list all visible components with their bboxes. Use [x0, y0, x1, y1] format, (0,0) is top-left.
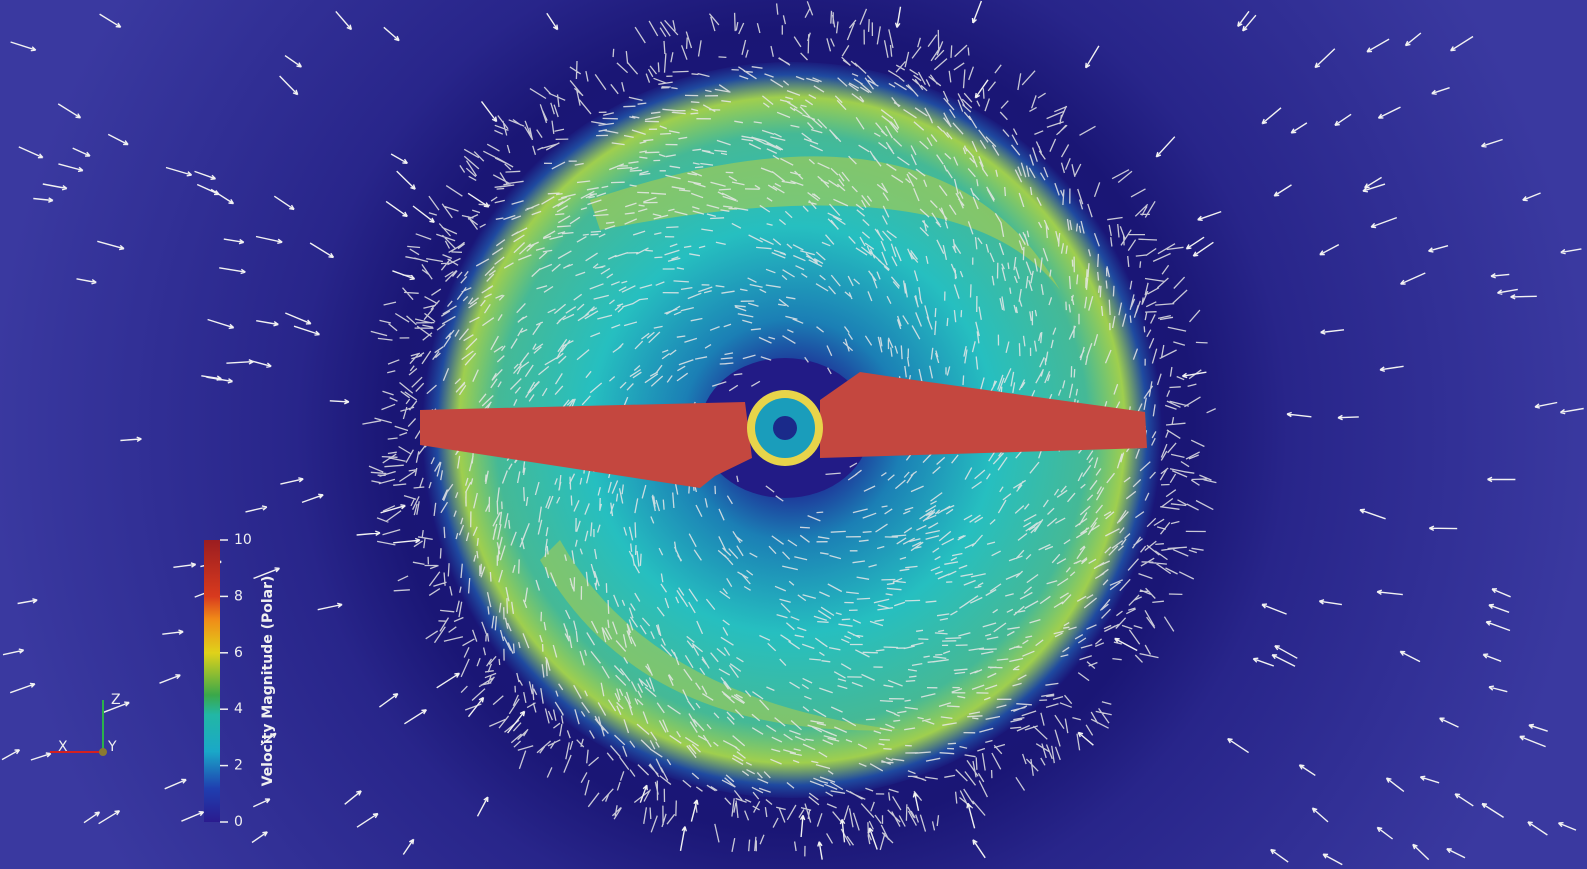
- colorbar-tick-label: 0: [234, 814, 243, 830]
- colorbar-tick-label: 2: [234, 758, 243, 774]
- wake-band: [540, 540, 900, 731]
- hub-core: [773, 416, 797, 440]
- colorbar-ticks: 0 2 4 6 8 10: [220, 532, 252, 830]
- axis-y: [99, 748, 107, 756]
- colorbar-tick-label: 4: [234, 701, 243, 717]
- axis-x-label: X: [58, 739, 68, 755]
- colorbar-tick-label: 8: [234, 588, 243, 604]
- colorbar-tick-label: 6: [234, 645, 243, 661]
- axis-y-label: Y: [107, 739, 117, 755]
- propeller-blade: [420, 402, 752, 488]
- axis-z-label: Z: [111, 692, 121, 708]
- propeller-blade: [820, 372, 1147, 458]
- colorbar-tick-label: 10: [234, 532, 252, 548]
- colorbar-title: Velocity Magnitude (Polar): [260, 576, 276, 787]
- colorbar: [204, 540, 220, 822]
